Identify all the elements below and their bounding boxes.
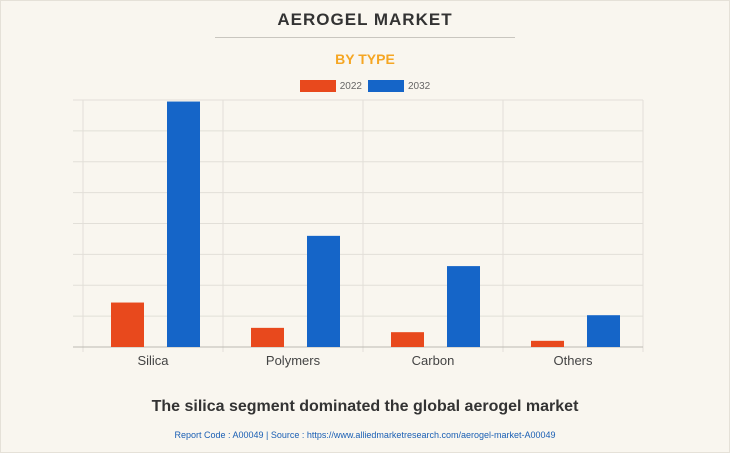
source-footer[interactable]: Report Code : A00049 | Source : https://…: [174, 430, 556, 440]
chart-subtitle: BY TYPE: [335, 51, 395, 67]
x-tick-label-polymers: Polymers: [266, 353, 321, 368]
bar-others-2022: [531, 340, 564, 347]
bar-silica-2022: [111, 302, 144, 347]
legend-swatch-2032: [368, 80, 404, 92]
bar-carbon-2032: [447, 266, 480, 347]
bar-polymers-2022: [251, 327, 284, 347]
legend-label-2032: 2032: [408, 80, 431, 92]
bar-silica-2032: [167, 101, 200, 347]
x-tick-label-carbon: Carbon: [412, 353, 455, 368]
x-tick-label-silica: Silica: [137, 353, 169, 368]
chart-headline: The silica segment dominated the global …: [151, 398, 579, 415]
bar-carbon-2022: [391, 332, 424, 347]
chart-title: AEROGEL MARKET: [277, 10, 453, 29]
legend: 2022 2032: [0, 80, 730, 92]
bar-others-2032: [587, 315, 620, 347]
legend-swatch-2022: [299, 80, 336, 92]
legend-item-2032[interactable]: 2032: [368, 80, 430, 92]
legend-label-2022: 2022: [339, 80, 362, 92]
x-tick-label-others: Others: [553, 353, 593, 368]
title-divider: [215, 37, 515, 38]
bar-polymers-2032: [307, 235, 340, 347]
legend-item-2022[interactable]: 2022: [299, 80, 362, 92]
